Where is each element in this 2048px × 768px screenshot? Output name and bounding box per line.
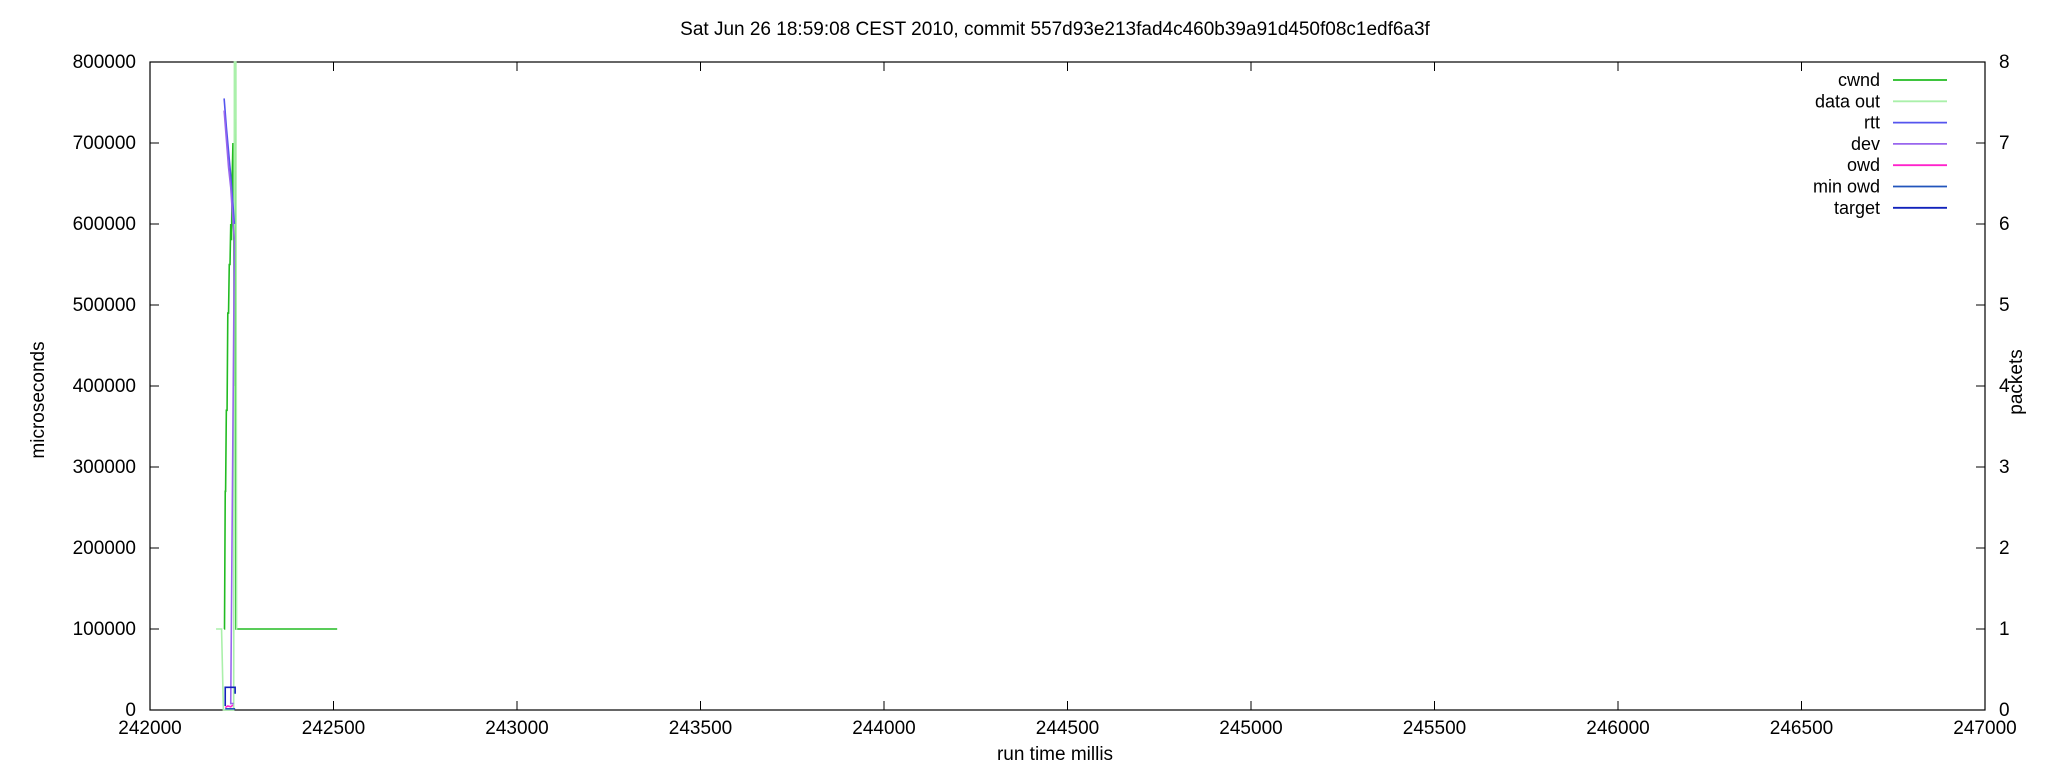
series-line-owd (224, 704, 234, 709)
x-tick-label: 243000 (485, 718, 548, 739)
x-tick-label: 246500 (1770, 718, 1833, 739)
x-axis-label: run time millis (997, 744, 1113, 765)
y2-tick-label: 5 (1999, 295, 2010, 316)
series-line-rtt (223, 98, 236, 225)
y2-tick-label: 1 (1999, 619, 2010, 640)
x-tick-label: 244500 (1036, 718, 1099, 739)
y-tick-label: 0 (125, 700, 136, 721)
series-line-cwnd (223, 70, 338, 630)
tick-label-group: 242000 242500 243000 243500 244000 244500 2450… (73, 52, 2017, 739)
y2-tick-label: 2 (1999, 538, 2010, 559)
y-tick-label: 600000 (73, 214, 136, 235)
plot-frame-group (149, 61, 1986, 711)
series-line-data-out (216, 61, 238, 711)
legend-label: rtt (1864, 113, 1880, 133)
x-tick-label: 243500 (669, 718, 732, 739)
legend-label: min owd (1813, 177, 1880, 197)
series-line-dev (223, 110, 236, 705)
y-tick-label: 800000 (73, 52, 136, 73)
x-tick-label: 246000 (1586, 718, 1649, 739)
series-group (216, 61, 338, 711)
legend-label: dev (1851, 134, 1880, 154)
y-tick-label: 400000 (73, 376, 136, 397)
legend-label: cwnd (1838, 70, 1880, 90)
x-tick-label: 247000 (1953, 718, 2016, 739)
x-tick-label: 242000 (118, 718, 181, 739)
series-line-target (224, 686, 236, 706)
x-tick-label: 245500 (1403, 718, 1466, 739)
legend-label: owd (1847, 155, 1880, 175)
y2-tick-label: 7 (1999, 133, 2010, 154)
y-tick-label: 700000 (73, 133, 136, 154)
x-tick-label: 242500 (302, 718, 365, 739)
y2-tick-label: 8 (1999, 52, 2010, 73)
legend-label: target (1834, 198, 1880, 218)
y2-tick-label: 4 (1999, 376, 2010, 397)
chart-title: Sat Jun 26 18:59:08 CEST 2010, commit 55… (680, 19, 1430, 40)
legend-label: data out (1815, 91, 1880, 111)
y2-tick-label: 0 (1999, 700, 2010, 721)
plot-frame (149, 61, 1986, 711)
y-axis-label: microseconds (28, 341, 49, 458)
x-tick-label: 244000 (852, 718, 915, 739)
y2-axis-label: packets (2006, 349, 2027, 414)
y2-tick-label: 6 (1999, 214, 2010, 235)
y2-tick-label: 3 (1999, 457, 2010, 478)
y-tick-label: 100000 (73, 619, 136, 640)
y-tick-label: 500000 (73, 295, 136, 316)
x-tick-label: 245000 (1219, 718, 1282, 739)
y-tick-label: 200000 (73, 538, 136, 559)
y-tick-label: 300000 (73, 457, 136, 478)
